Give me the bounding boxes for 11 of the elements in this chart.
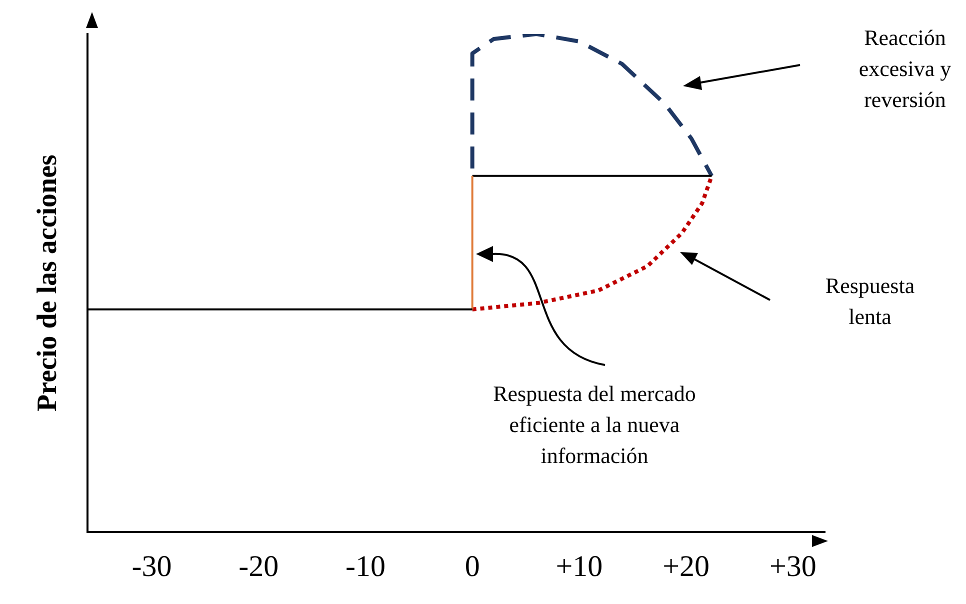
x-tick-label: +20 [662, 550, 710, 583]
annotation: Respuesta lenta [824, 272, 916, 331]
x-tick-label: -30 [132, 550, 172, 583]
x-tick-label: +10 [556, 550, 603, 583]
x-tick-label: 0 [464, 550, 480, 583]
x-tick-label: +30 [769, 550, 816, 583]
text: Reacción excesiva y reversión [858, 24, 952, 114]
annotation: Respuesta del mercado eficiente a la nueva información [492, 380, 697, 470]
x-tick-label: -10 [345, 550, 386, 583]
x-tick-label: -20 [238, 550, 279, 583]
y-axis-title: Precio de las acciones [32, 154, 64, 412]
